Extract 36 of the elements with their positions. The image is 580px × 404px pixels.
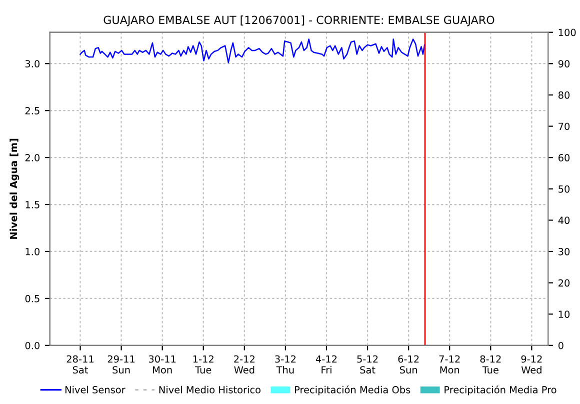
y2-tick-label: 40 — [558, 216, 570, 224]
legend-label: Precipitación Media Pro — [444, 385, 556, 396]
y2-tick-label: 100 — [558, 28, 576, 36]
y2-tick-label: 90 — [558, 60, 570, 68]
x-tick-label: 29-11 Sun — [108, 355, 135, 374]
x-tick-label: 28-11 Sat — [66, 355, 94, 374]
y-tick-label: 0.0 — [25, 342, 40, 350]
y2-tick-label: 70 — [558, 122, 570, 130]
x-tick-label: 30-11 Mon — [148, 355, 176, 374]
x-tick-label: 5-12 Sat — [357, 355, 378, 374]
y2-tick-label: 50 — [558, 185, 570, 193]
chart-title: GUAJARO EMBALSE AUT [12067001] - CORRIENTE: EMBALSE GUAJARO — [104, 16, 494, 26]
y-tick-label: 1.5 — [26, 201, 40, 208]
x-tick-label: 7-12 Mon — [439, 355, 460, 374]
x-tick-label: 2-12 Wed — [234, 355, 254, 374]
x-tick-label: 9-12 Wed — [521, 355, 542, 374]
y-tick-label: 0.5 — [25, 294, 40, 302]
y-tick-label: 3.0 — [25, 60, 40, 68]
y2-tick-label: 0 — [558, 342, 564, 350]
y2-tick-label: 60 — [558, 154, 570, 162]
x-tick-label: 8-12 Tue — [480, 355, 501, 374]
y-tick-label: 2.5 — [25, 107, 40, 114]
y-axis-title: Nivel del Agua [m] — [10, 138, 20, 239]
x-tick-label: 3-12 Thu — [275, 355, 296, 374]
y2-tick-label: 10 — [558, 310, 570, 318]
y-tick-label: 1.0 — [26, 248, 40, 256]
y2-tick-label: 30 — [558, 248, 570, 256]
x-tick-label: 4-12 Fri — [316, 355, 337, 374]
legend-label: Nivel Medio Historico — [159, 386, 260, 394]
x-tick-label: 6-12 Sun — [398, 355, 419, 374]
y-tick-label: 2.0 — [25, 154, 40, 162]
x-tick-label: 1-12 Tue — [193, 355, 214, 374]
y2-tick-label: 80 — [558, 91, 570, 99]
legend-label: Precipitación Media Obs — [295, 385, 410, 396]
legend-label: Nivel Sensor — [65, 386, 126, 394]
y2-tick-label: 20 — [558, 279, 570, 287]
